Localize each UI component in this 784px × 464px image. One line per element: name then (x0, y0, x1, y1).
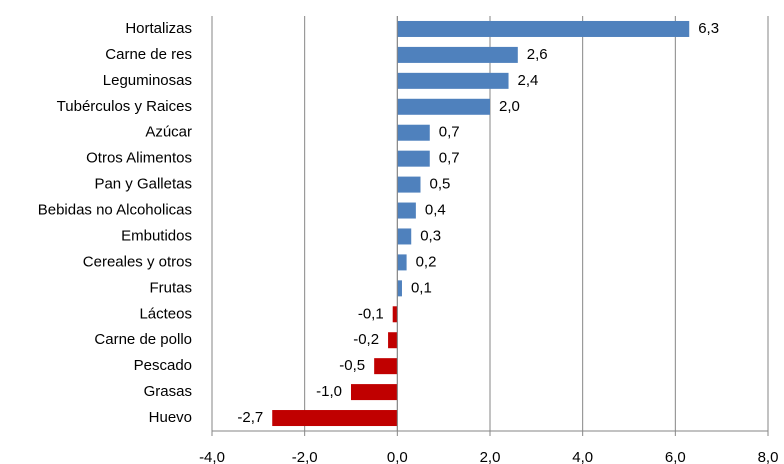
x-tick-label: 8,0 (758, 449, 779, 464)
bar (397, 228, 412, 245)
bar (397, 176, 421, 193)
value-label: 0,5 (430, 176, 451, 193)
value-label: -0,5 (339, 357, 365, 374)
value-label: 2,4 (518, 72, 539, 89)
y-tick-label: Frutas (149, 279, 192, 296)
bar (272, 410, 398, 427)
y-tick-label: Grasas (144, 383, 192, 400)
value-label: 2,0 (499, 98, 520, 115)
value-label: 0,4 (425, 202, 446, 219)
value-label: -0,2 (353, 331, 379, 348)
bar (392, 306, 398, 323)
x-tick-label: 2,0 (480, 449, 501, 464)
bar (397, 150, 430, 167)
x-tick-label: 0,0 (387, 449, 408, 464)
y-tick-label: Cereales y otros (83, 253, 192, 270)
value-label: 0,7 (439, 150, 460, 167)
bar (397, 20, 690, 37)
value-label: -1,0 (316, 383, 342, 400)
y-tick-label: Pescado (134, 357, 192, 374)
y-tick-label: Bebidas no Alcoholicas (38, 202, 192, 219)
x-tick-label: -4,0 (199, 449, 225, 464)
value-label: -0,1 (358, 305, 384, 322)
y-tick-label: Carne de pollo (94, 331, 192, 348)
bar (397, 46, 518, 63)
bar (397, 202, 416, 219)
y-tick-label: Lácteos (139, 305, 192, 322)
bar (388, 332, 398, 349)
y-tick-label: Carne de res (105, 46, 192, 63)
y-tick-label: Tubérculos y Raices (57, 98, 192, 115)
value-label: 0,1 (411, 279, 432, 296)
value-label: 0,2 (416, 253, 437, 270)
bar (397, 254, 407, 271)
bar (351, 384, 398, 401)
y-tick-label: Huevo (149, 409, 192, 426)
y-tick-label: Azúcar (145, 124, 192, 141)
value-label: 6,3 (698, 20, 719, 37)
value-label: 2,6 (527, 46, 548, 63)
value-label: -2,7 (237, 409, 263, 426)
y-tick-label: Otros Alimentos (86, 150, 192, 167)
x-tick-label: 4,0 (572, 449, 593, 464)
x-tick-label: 6,0 (665, 449, 686, 464)
y-tick-label: Embutidos (121, 227, 192, 244)
bar (397, 280, 402, 297)
bar (374, 358, 398, 375)
value-label: 0,3 (420, 227, 441, 244)
bar (397, 98, 490, 115)
y-tick-label: Pan y Galletas (94, 176, 192, 193)
bar (397, 72, 509, 89)
x-tick-label: -2,0 (292, 449, 318, 464)
value-label: 0,7 (439, 124, 460, 141)
y-tick-label: Hortalizas (125, 20, 192, 37)
bar (397, 124, 430, 141)
y-tick-label: Leguminosas (103, 72, 192, 89)
